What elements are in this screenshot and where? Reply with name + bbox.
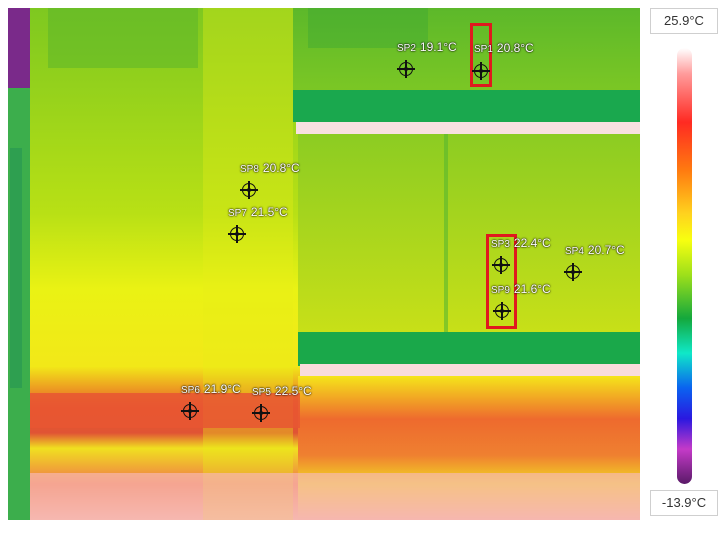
spot-label-sp5: SP5 22.5°C: [252, 384, 312, 398]
highlight-box-sp3-sp9: [486, 234, 517, 329]
spot-label-sp4: SP4 20.7°C: [565, 243, 625, 257]
spot-label-sp6: SP6 21.9°C: [181, 382, 241, 396]
scale-min-label: -13.9°C: [650, 490, 718, 516]
spot-label-sp7: SP7 21.5°C: [228, 205, 288, 219]
thermal-image: [8, 8, 640, 520]
spot-label-sp1: SP1 20.8°C: [474, 41, 534, 55]
spot-label-sp9: SP9 21.6°C: [491, 282, 551, 296]
highlight-box-sp1: [470, 23, 492, 87]
spot-label-sp8: SP8 20.8°C: [240, 161, 300, 175]
spot-label-sp3: SP3 22.4°C: [491, 236, 551, 250]
spot-label-sp2: SP2 19.1°C: [397, 40, 457, 54]
color-scale-bar: [677, 48, 692, 484]
scale-max-label: 25.9°C: [650, 8, 718, 34]
